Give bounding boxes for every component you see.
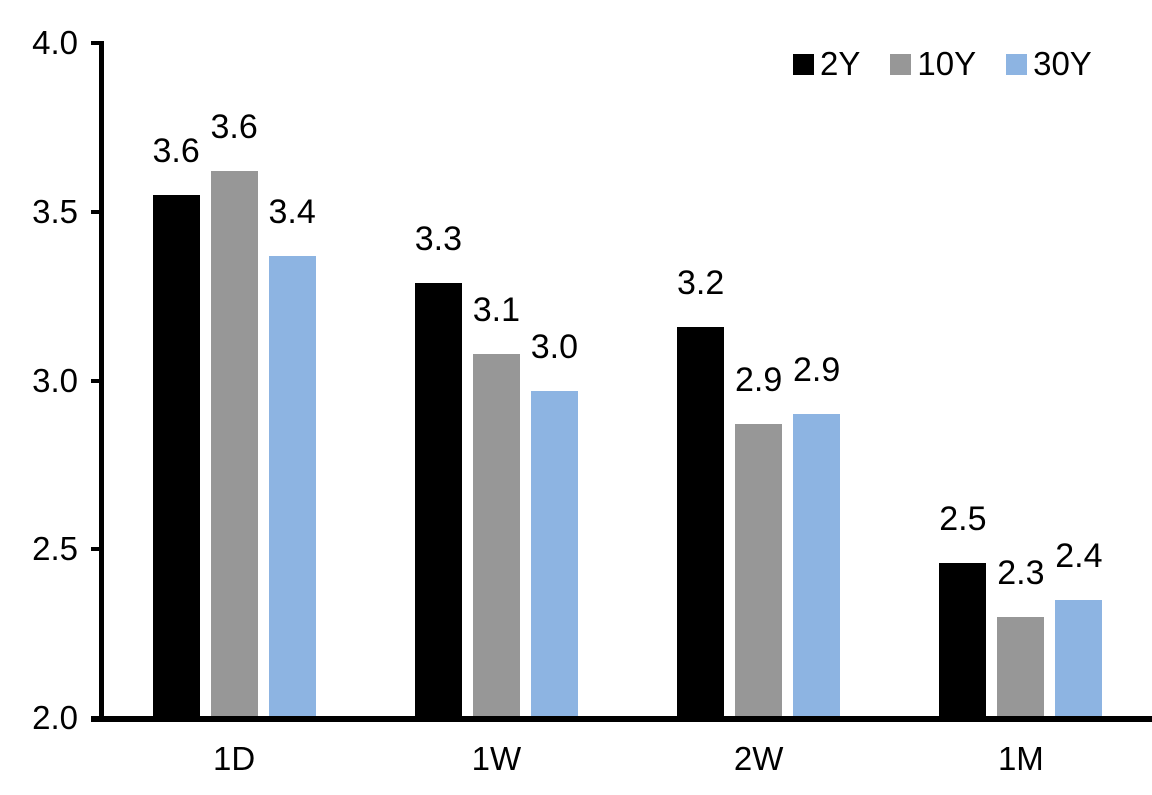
bar-30y-1d xyxy=(268,255,316,719)
y-axis-tick xyxy=(91,209,104,214)
bar-30y-1w xyxy=(530,390,578,719)
y-tick-label: 2.5 xyxy=(32,530,78,568)
y-axis-tick xyxy=(91,378,104,383)
data-label-10y-1w: 3.1 xyxy=(472,290,520,329)
y-axis-tick xyxy=(91,41,104,45)
x-category-label-1m: 1M xyxy=(997,740,1044,777)
bar-10y-1w xyxy=(472,353,520,719)
x-category-label-2w: 2W xyxy=(733,740,784,777)
legend: 2Y 10Y 30Y xyxy=(793,46,1092,82)
data-label-30y-1w: 3.0 xyxy=(530,327,578,366)
legend-label-10y: 10Y xyxy=(917,45,977,82)
legend-label-2y: 2Y xyxy=(820,45,861,82)
legend-item-2y: 2Y xyxy=(793,46,860,82)
bar-10y-1m xyxy=(997,616,1045,719)
bar-2y-2w xyxy=(677,326,725,719)
bar-30y-1m xyxy=(1055,599,1103,719)
data-label-2y-1m: 2.5 xyxy=(939,499,987,538)
bar-30y-2w xyxy=(793,414,841,719)
data-label-30y-1m: 2.4 xyxy=(1055,536,1103,575)
x-category-label-1w: 1W xyxy=(471,740,522,777)
data-label-2y-1w: 3.3 xyxy=(414,219,462,258)
y-tick-label: 3.5 xyxy=(32,192,78,230)
data-label-30y-1d: 3.4 xyxy=(268,192,316,231)
legend-swatch-10y xyxy=(890,53,912,75)
y-tick-label: 2.0 xyxy=(32,699,78,736)
legend-item-30y: 30Y xyxy=(1006,46,1092,82)
bar-2y-1m xyxy=(939,562,987,719)
bar-10y-2w xyxy=(735,424,783,719)
y-tick-label: 3.0 xyxy=(32,361,78,399)
data-label-30y-2w: 2.9 xyxy=(792,351,841,390)
legend-label-30y: 30Y xyxy=(1033,45,1092,82)
x-category-label-1d: 1D xyxy=(213,740,256,777)
data-label-10y-1d: 3.6 xyxy=(210,108,258,147)
y-tick-label: 4.0 xyxy=(32,24,78,61)
data-label-10y-2w: 2.9 xyxy=(734,361,783,400)
legend-swatch-30y xyxy=(1006,53,1028,75)
bar-10y-1d xyxy=(210,171,258,719)
x-axis-line xyxy=(91,716,1152,722)
legend-item-10y: 10Y xyxy=(890,46,976,82)
legend-swatch-2y xyxy=(793,53,814,75)
bar-2y-1d xyxy=(152,194,200,719)
y-axis-tick xyxy=(91,547,104,552)
data-label-2y-1d: 3.6 xyxy=(152,131,200,170)
data-label-2y-2w: 3.2 xyxy=(676,263,725,302)
data-label-10y-1m: 2.3 xyxy=(997,553,1045,592)
bar-2y-1w xyxy=(414,282,462,719)
